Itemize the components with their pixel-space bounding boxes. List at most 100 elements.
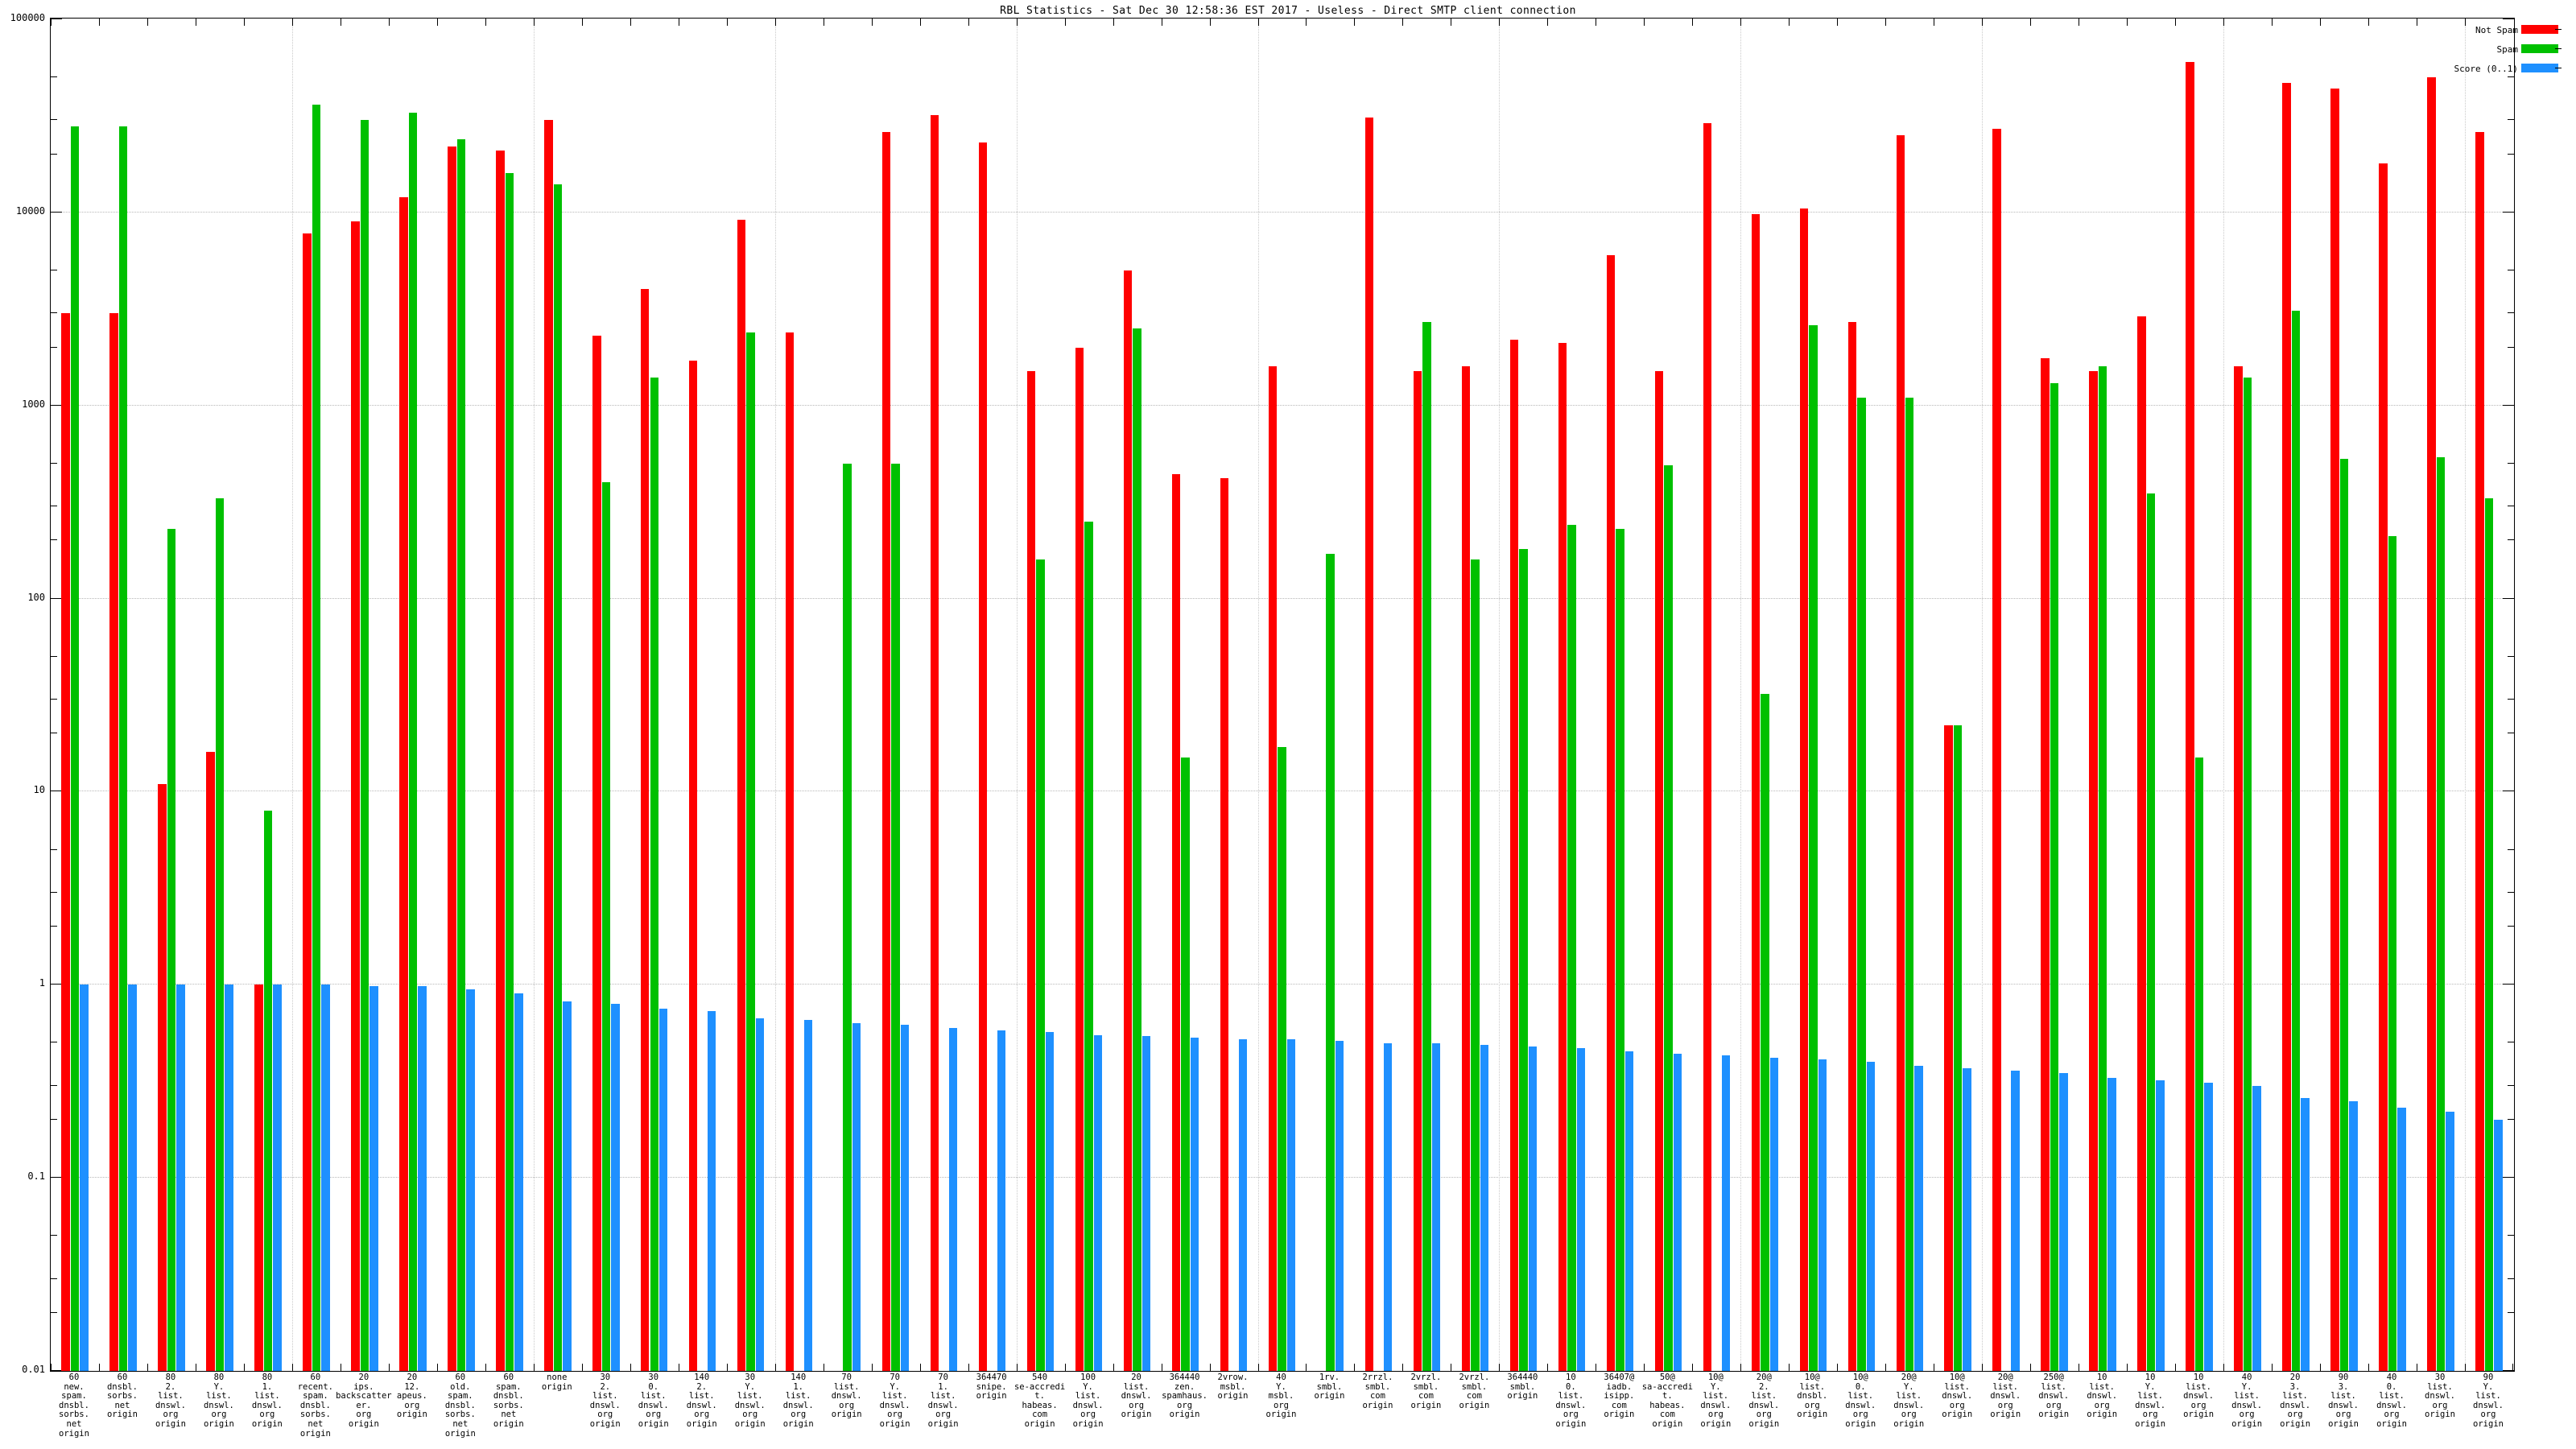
- bar-not-spam: [1799, 208, 1809, 1371]
- bar-score: [1093, 1034, 1103, 1371]
- y-minor-tick: [51, 153, 57, 155]
- y-tick: [51, 211, 62, 213]
- bar-score: [273, 985, 282, 1371]
- y-minor-tick: [2508, 698, 2514, 700]
- x-tick-label: 10 Y. list. dnswl. org origin: [2135, 1373, 2166, 1429]
- bar-not-spam: [158, 783, 167, 1371]
- bar-score: [2494, 1119, 2503, 1371]
- bar-spam: [360, 120, 369, 1371]
- y-tick: [2503, 984, 2514, 985]
- bar-score: [803, 1019, 813, 1371]
- y-tick-label: 0.01: [22, 1364, 45, 1375]
- bar-not-spam: [109, 313, 118, 1371]
- bar-not-spam: [2234, 365, 2243, 1371]
- y-minor-tick: [51, 926, 57, 927]
- x-tick: [292, 19, 293, 26]
- x-tick: [1789, 19, 1790, 26]
- x-tick-label: 2vrzl. smbl. com origin: [1410, 1373, 1442, 1410]
- x-tick-label: 60 recent. spam. dnsbl. sorbs. net origi…: [297, 1373, 333, 1439]
- x-tick: [147, 1364, 148, 1371]
- bar-spam: [2146, 493, 2156, 1371]
- bar-not-spam: [61, 313, 70, 1371]
- bar-not-spam: [1413, 371, 1422, 1371]
- bar-not-spam: [1220, 478, 1229, 1371]
- bar-not-spam: [1944, 725, 1953, 1371]
- y-tick-label: 10000: [15, 204, 45, 217]
- bar-spam: [456, 138, 466, 1371]
- x-tick: [389, 19, 390, 26]
- x-tick-label: 20@ 2. list. dnswl. org origin: [1748, 1373, 1780, 1429]
- x-tick: [1692, 1364, 1693, 1371]
- bar-spam: [1181, 758, 1190, 1371]
- legend-label: Not Spam: [2475, 25, 2518, 35]
- x-tick-label: none origin: [541, 1373, 572, 1392]
- y-tick-label: 1: [39, 977, 45, 989]
- y-tick-label: 10: [33, 784, 45, 796]
- y-minor-tick: [51, 655, 57, 657]
- legend-label: Spam: [2496, 44, 2519, 55]
- y-minor-tick: [2508, 153, 2514, 155]
- x-tick-label: 80 2. list. dnswl. org origin: [155, 1373, 186, 1429]
- legend-label: Score (0..1): [2454, 64, 2518, 74]
- x-tick: [968, 1364, 969, 1371]
- x-tick: [1885, 19, 1886, 26]
- x-tick-label: 30 Y. list. dnswl. org origin: [734, 1373, 766, 1429]
- x-tick: [968, 19, 969, 26]
- bar-not-spam: [2282, 82, 2291, 1371]
- y-minor-tick: [2508, 1311, 2514, 1313]
- x-tick-label: 70 Y. list. dnswl. org origin: [879, 1373, 910, 1429]
- x-tick-label: 60 spam. dnsbl. sorbs. net origin: [493, 1373, 524, 1429]
- bar-score: [128, 985, 137, 1371]
- gridline-vertical: [1982, 19, 1983, 1371]
- x-tick-label: 60 new. spam. dnsbl. sorbs. net origin: [59, 1373, 89, 1439]
- legend-tick-line: [2555, 48, 2562, 49]
- chart-legend: Not Spam Spam Score (0..1): [2401, 21, 2562, 79]
- gridline-vertical: [2223, 19, 2224, 1371]
- bar-score: [1238, 1039, 1248, 1371]
- x-tick: [1885, 1364, 1886, 1371]
- bar-spam: [2194, 758, 2204, 1371]
- bar-not-spam: [1896, 135, 1905, 1371]
- x-tick: [2223, 1364, 2224, 1371]
- bar-score: [1673, 1053, 1682, 1371]
- bar-score: [514, 993, 523, 1371]
- y-minor-tick: [2508, 1118, 2514, 1120]
- y-minor-tick: [51, 346, 57, 348]
- x-tick: [775, 1364, 776, 1371]
- y-tick-label: 1000: [22, 398, 45, 410]
- gridline-horizontal: [51, 211, 2514, 213]
- bar-not-spam: [1075, 347, 1084, 1371]
- bar-not-spam: [2137, 316, 2146, 1371]
- bar-score: [1866, 1061, 1875, 1371]
- bar-score: [1141, 1036, 1151, 1371]
- x-tick-label: 10@ list. dnsbl. org origin: [1797, 1373, 1828, 1420]
- bar-score: [900, 1025, 910, 1371]
- y-tick: [51, 1370, 62, 1371]
- y-minor-tick: [51, 119, 57, 121]
- bar-not-spam: [351, 221, 360, 1371]
- x-tick: [1837, 1364, 1838, 1371]
- x-tick: [1740, 19, 1741, 26]
- bar-score: [755, 1018, 765, 1371]
- bar-score: [1528, 1046, 1538, 1371]
- bar-not-spam: [1606, 255, 1616, 1371]
- bar-spam: [1278, 747, 1286, 1371]
- gridline-vertical: [1740, 19, 1741, 1371]
- x-tick: [727, 19, 728, 26]
- bar-not-spam: [399, 196, 408, 1371]
- bar-not-spam: [1509, 339, 1519, 1371]
- gridline-vertical: [775, 19, 776, 1371]
- x-tick: [2368, 1364, 2369, 1371]
- x-tick-label: 10@ list. dnswl. org origin: [1942, 1373, 1973, 1420]
- bar-not-spam: [448, 146, 456, 1371]
- y-minor-tick: [51, 462, 57, 464]
- y-tick: [2503, 211, 2514, 213]
- bar-not-spam: [206, 752, 215, 1371]
- x-tick: [51, 19, 52, 26]
- x-tick: [872, 19, 873, 26]
- bar-score: [997, 1030, 1006, 1371]
- x-tick: [1499, 19, 1500, 26]
- x-tick: [99, 1364, 100, 1371]
- chart-title: RBL Statistics - Sat Dec 30 12:58:36 EST…: [1000, 5, 1576, 17]
